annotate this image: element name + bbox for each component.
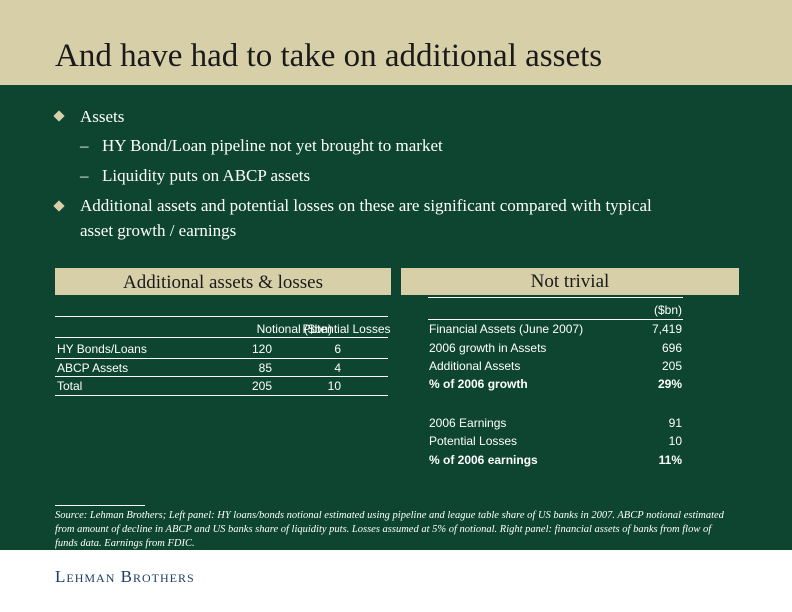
- sub-bullet-hy-pipeline: HY Bond/Loan pipeline not yet brought to…: [102, 136, 443, 155]
- table-row-value: 11%: [658, 453, 682, 467]
- sub-bullet-dash: –: [80, 166, 89, 185]
- table-row-label: % of 2006 growth: [429, 377, 528, 391]
- table-cell-notional: 205: [251, 379, 272, 393]
- table-row-value: 10: [668, 434, 682, 448]
- table-cell-notional: 85: [258, 361, 272, 375]
- unit-label: ($bn): [653, 303, 682, 317]
- table-row-value: 91: [668, 416, 682, 430]
- table-row-value: 7,419: [651, 322, 682, 336]
- left-panel-heading: Additional assets & losses: [55, 268, 391, 295]
- source-divider: [55, 505, 145, 506]
- lehman-brothers-logo: Lehman Brothers: [55, 567, 195, 586]
- bullet-assets: Assets: [80, 107, 125, 126]
- table-row-label: 2006 Earnings: [429, 416, 507, 430]
- right-panel-heading: Not trivial: [401, 268, 739, 295]
- table-cell-losses: 10: [327, 379, 341, 393]
- left-panel-table: Notional ($bn) Potential Losses HY Bonds…: [55, 316, 391, 401]
- table-row-label: Financial Assets (June 2007): [429, 322, 584, 336]
- table-row-value: 29%: [657, 377, 682, 391]
- table-row-label: Additional Assets: [429, 359, 521, 373]
- column-header-potential-losses: Potential Losses: [302, 322, 391, 336]
- table-row-label: ABCP Assets: [57, 361, 129, 375]
- sub-bullet-dash: –: [80, 136, 89, 155]
- table-row-label: % of 2006 earnings: [429, 453, 538, 467]
- source-note: Source: Lehman Brothers; Left panel: HY …: [55, 510, 724, 549]
- table-cell-losses: 4: [334, 361, 341, 375]
- table-row-label: Total: [57, 379, 83, 393]
- table-row-label: 2006 growth in Assets: [429, 341, 547, 355]
- table-row-label: HY Bonds/Loans: [57, 342, 147, 356]
- page-title: And have had to take on additional asset…: [55, 38, 603, 74]
- column-header-notional: Notional ($bn): [256, 322, 332, 336]
- sub-bullet-liquidity-puts: Liquidity puts on ABCP assets: [102, 166, 311, 185]
- table-row-value: 205: [661, 359, 682, 373]
- title-bar: [0, 0, 792, 85]
- table-cell-losses: 6: [334, 342, 341, 356]
- content-area: [0, 85, 792, 550]
- table-cell-notional: 120: [251, 342, 272, 356]
- table-row-label: Potential Losses: [429, 434, 518, 448]
- table-row-value: 696: [661, 341, 682, 355]
- right-panel-table: ($bn) Financial Assets (June 2007) 7,419…: [428, 297, 690, 472]
- bullet-additional-assets-line2: asset growth / earnings: [80, 221, 237, 240]
- bullet-additional-assets-line1: Additional assets and potential losses o…: [80, 196, 652, 215]
